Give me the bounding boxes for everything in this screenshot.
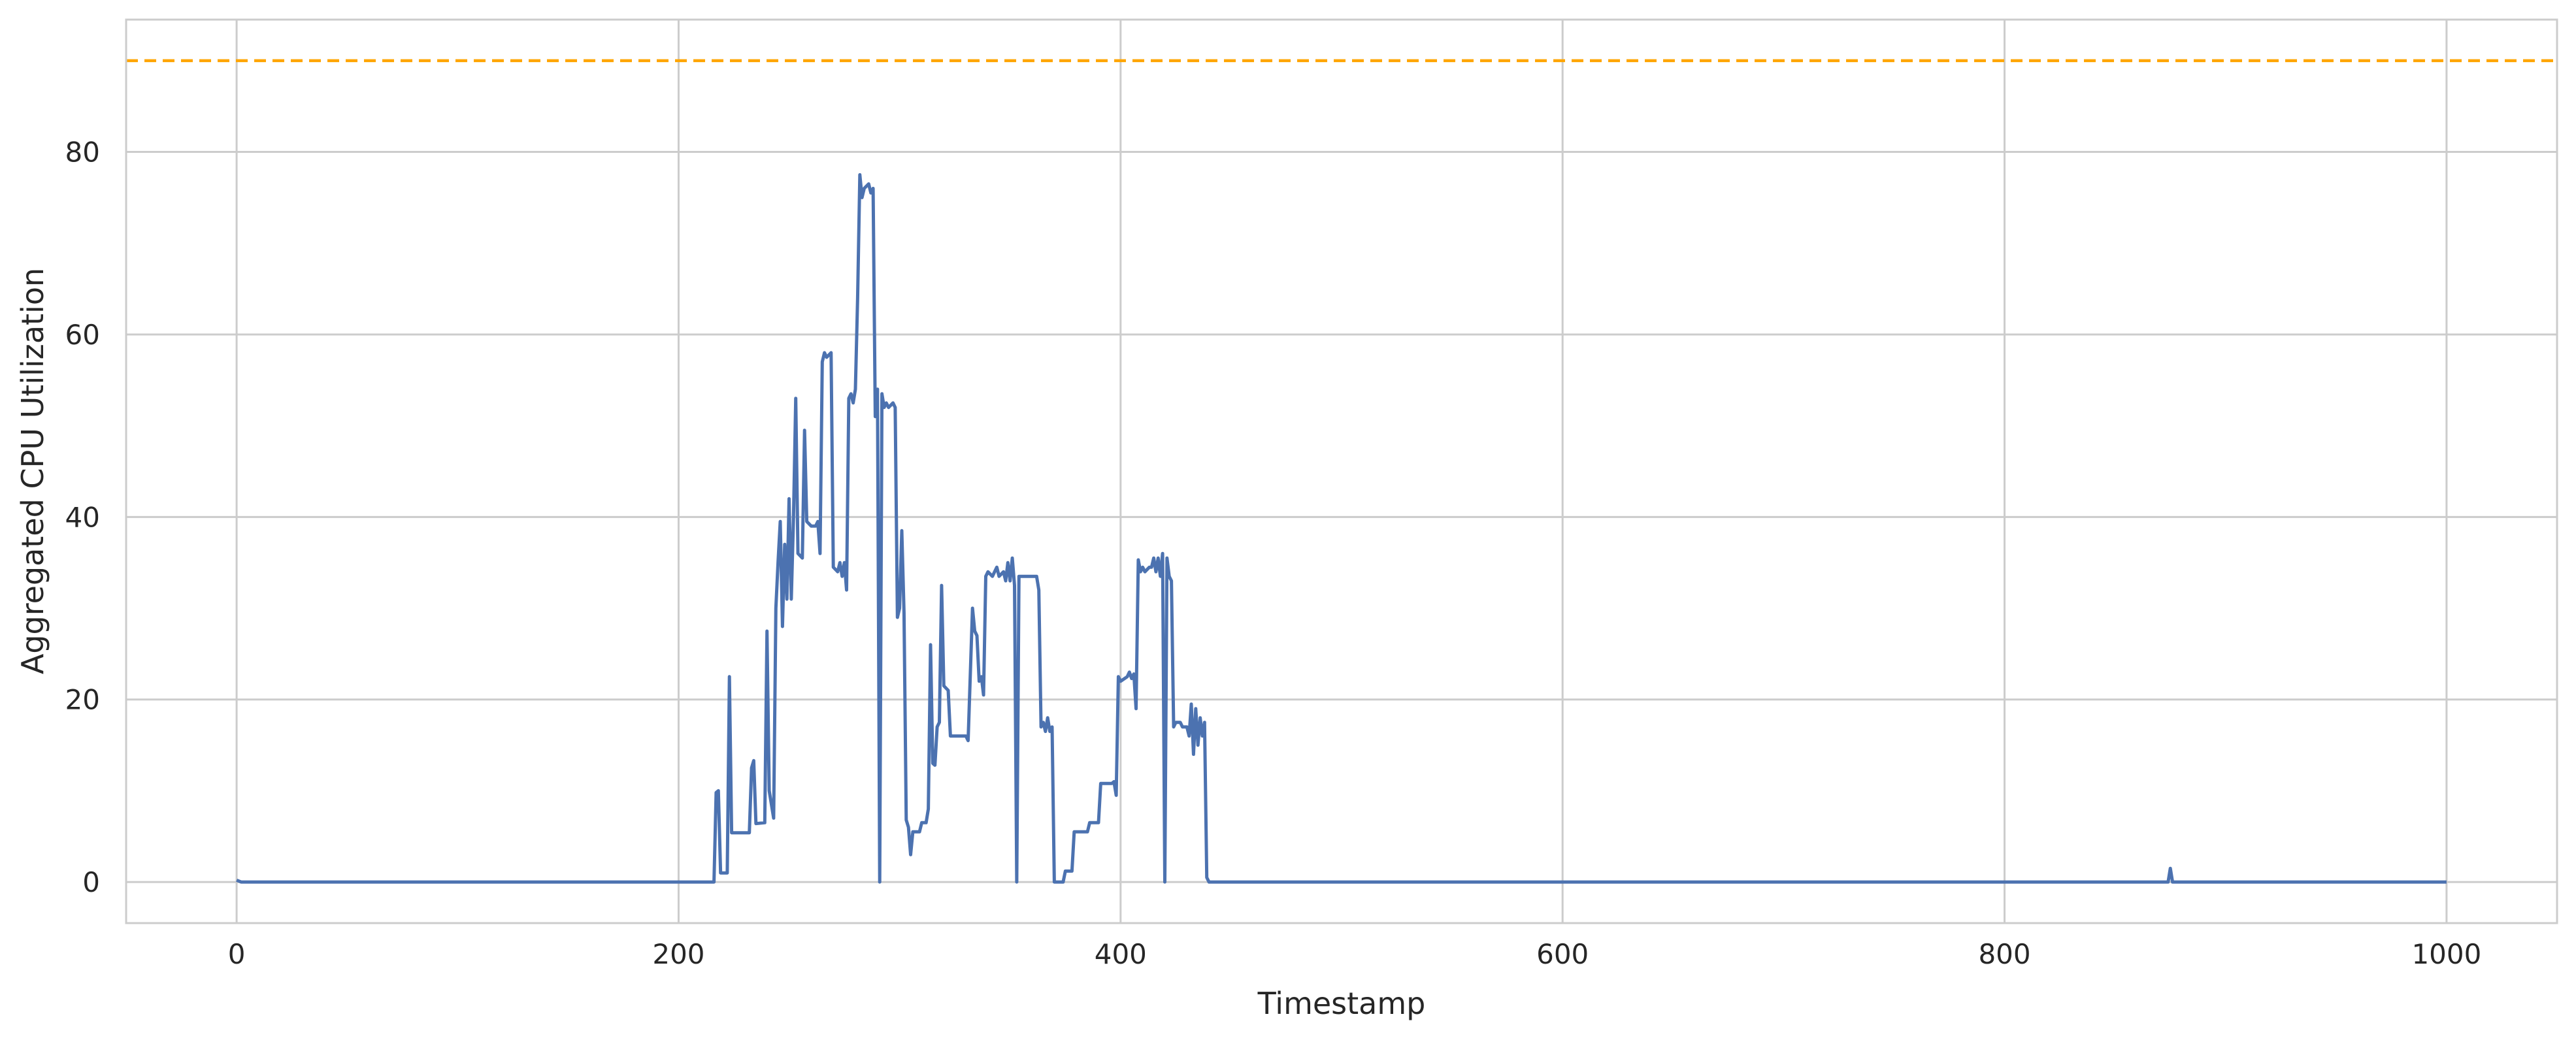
y-tick-label: 60 [65, 319, 100, 351]
cpu-utilization-line [236, 173, 2447, 884]
x-tick-label: 800 [1978, 938, 2030, 970]
x-tick-label: 400 [1095, 938, 1147, 970]
y-tick-label: 80 [65, 137, 100, 169]
x-tick-label: 0 [228, 938, 246, 970]
x-tick-label: 600 [1536, 938, 1589, 970]
y-axis-label: Aggregated CPU Utilization [15, 268, 50, 674]
x-tick-labels: 0 200 400 600 800 1000 [228, 938, 2482, 970]
plot-area [126, 20, 2557, 923]
y-tick-label: 40 [65, 501, 100, 533]
plot-frame [125, 18, 2558, 924]
x-axis-label: Timestamp [1257, 986, 1426, 1021]
y-tick-label: 0 [82, 866, 100, 898]
y-tick-labels: 0 20 40 60 80 [65, 137, 100, 899]
x-tick-label: 1000 [2411, 938, 2481, 970]
x-tick-label: 200 [652, 938, 704, 970]
y-tick-label: 20 [65, 684, 100, 716]
